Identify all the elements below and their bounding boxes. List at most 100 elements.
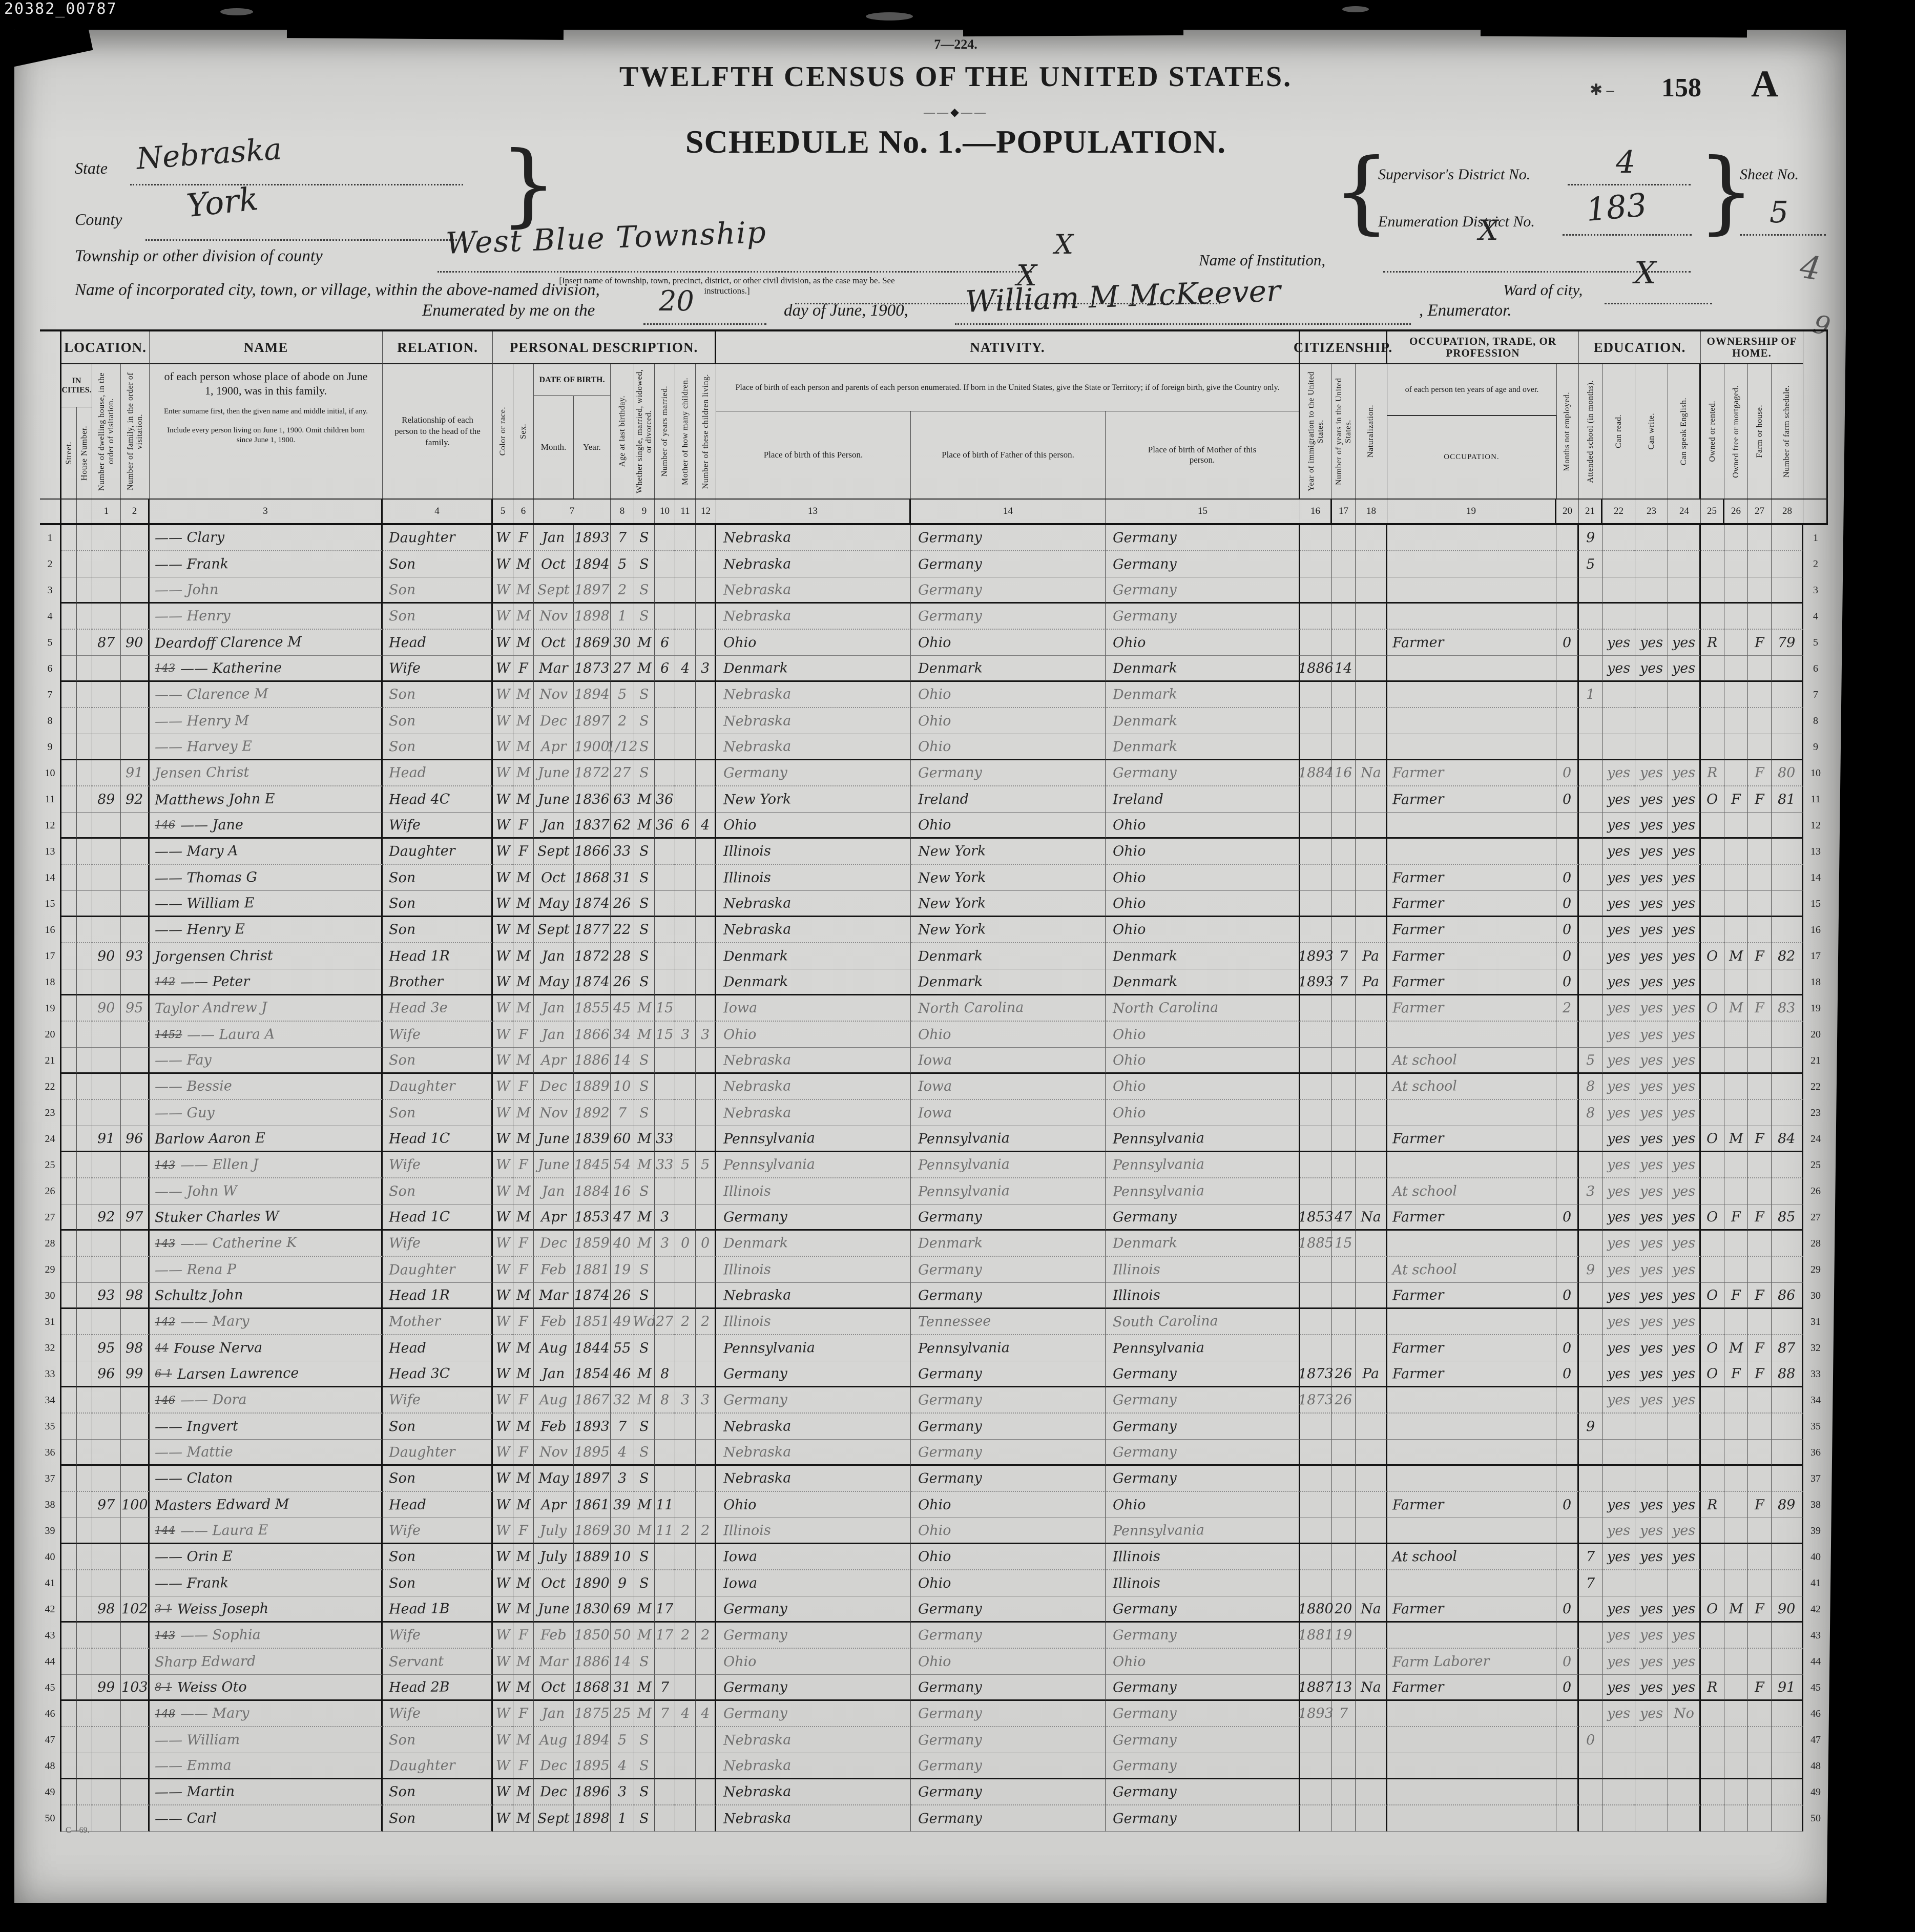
name-cell: —— Frank [150,1570,383,1596]
cell [1602,734,1635,760]
cell: M [513,1492,534,1518]
cell [92,917,121,943]
cell [1724,1779,1748,1805]
cell [1387,1309,1556,1335]
cell [77,656,92,682]
cell: yes [1602,1492,1635,1518]
cell: yes [1602,813,1635,839]
line-number: 26 [1810,1186,1821,1197]
cell: S [634,1544,655,1570]
cell [1724,1544,1748,1570]
name-cell: Deardoff Clarence M [150,630,383,656]
name-cell: 143 —— Sophia [150,1623,383,1649]
cell: Ohio [911,630,1106,656]
cell [675,682,696,708]
cell: 1897 [574,708,611,734]
cell: W [493,656,513,682]
cell: Ohio [716,1022,911,1048]
cell: 30 [611,630,634,656]
cell [1701,1022,1724,1048]
cell: Pennsylvania [1106,1335,1300,1361]
cell [1701,891,1724,917]
cell [77,865,92,891]
cell: yes [1668,760,1701,786]
naturalization-col-label: Naturalization. [1366,405,1375,458]
cell [1579,1440,1602,1466]
rule [795,302,1220,304]
cell [1579,656,1602,682]
cell: At school [1387,1544,1556,1570]
cell [1387,1022,1556,1048]
cell: North Carolina [1106,995,1300,1022]
cell: Pa [1356,969,1387,995]
line-number: 50 [1810,1813,1821,1824]
cell [61,1309,77,1335]
line-number: 44 [1810,1656,1821,1667]
cell: 2 [675,1309,696,1335]
cell: O [1701,1126,1724,1152]
name-instruction: Enter surname first, then the given name… [163,407,368,416]
cell: M [1724,943,1748,969]
cell [1748,708,1772,734]
cell [1300,1753,1332,1779]
dwelling-number-col-label: Number of dwelling house, in the order o… [97,372,115,491]
cell [1356,1701,1387,1727]
cell [1748,1152,1772,1178]
cell [121,1152,150,1178]
name-cell: 3-1 Weiss Joseph [150,1596,383,1623]
cell [1724,1675,1748,1701]
cell [77,1596,92,1623]
cell [655,917,675,943]
cell: yes [1635,786,1668,813]
cell: M [513,1048,534,1074]
sheet-page-number: 158 [1661,73,1701,102]
cell: 1861 [574,1492,611,1518]
cell: Oct [534,865,574,891]
census-row: 48 —— Emma Daughter W F Dec 1895 4 S Nebraska Germ… [40,1753,1828,1779]
cell: Nebraska [716,1440,911,1466]
cell: Germany [1106,1805,1300,1832]
line-number: 27 [1810,1212,1821,1223]
cell [655,1074,675,1100]
cell: 26 [611,1283,634,1309]
cell [696,708,716,734]
cell: 15 [1332,1231,1356,1257]
cell: 5 [696,1152,716,1178]
cell: 95 [121,995,150,1022]
cell: W [493,943,513,969]
cell [1579,917,1602,943]
cell [1300,1414,1332,1440]
cell: yes [1602,943,1635,969]
cell: 2 [611,577,634,604]
cell [1701,1257,1724,1283]
cell [675,734,696,760]
cell [1772,525,1803,551]
name-cell: —— Mary A [150,839,383,865]
cell [1332,577,1356,604]
cell [61,1701,77,1727]
cell [61,1623,77,1649]
cell: M [513,1570,534,1596]
cell [1701,813,1724,839]
cell [1724,813,1748,839]
cell [121,734,150,760]
cell: W [493,1152,513,1178]
cell [1332,708,1356,734]
cell: 1844 [574,1335,611,1361]
cell: 0 [1556,943,1579,969]
cell: S [634,1466,655,1492]
cell: Germany [911,1387,1106,1414]
cell: yes [1602,760,1635,786]
cell: 80 [1772,760,1803,786]
cell: yes [1602,1204,1635,1231]
line-number: 17 [1810,950,1821,962]
line-number: 21 [1810,1055,1821,1066]
cell [121,1805,150,1832]
cell [1356,525,1387,551]
cell [1635,551,1668,577]
cell: Germany [1106,1387,1300,1414]
cell: Farmer [1387,760,1556,786]
cell: 1893 [1298,969,1334,995]
film-tear [286,25,564,40]
name-cell: 148 —— Mary [150,1701,383,1727]
